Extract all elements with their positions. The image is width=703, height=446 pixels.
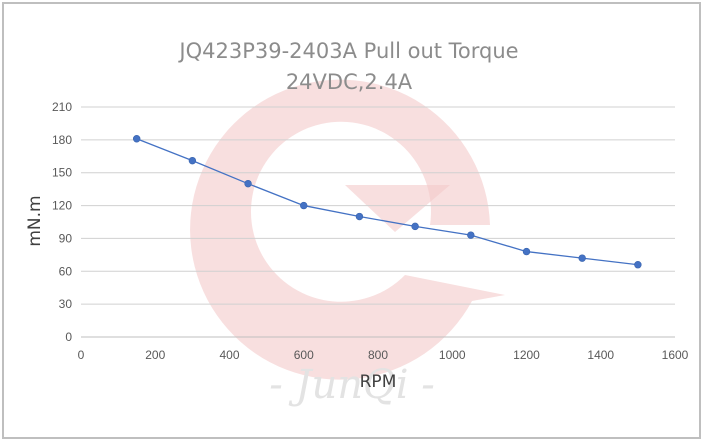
x-tick-label: 0	[78, 348, 85, 362]
x-tick-label: 600	[294, 348, 314, 362]
grid	[81, 106, 675, 338]
y-tick-label: 120	[52, 199, 72, 213]
x-tick-label: 1400	[587, 348, 614, 362]
y-axis-title: mN.m	[25, 195, 45, 246]
x-tick-label: 200	[145, 348, 165, 362]
data-point	[634, 261, 642, 269]
y-tick-label: 90	[59, 231, 73, 245]
y-tick-label: 0	[65, 330, 72, 344]
chart-subtitle: 24VDC,2.4A	[286, 70, 413, 94]
y-tick-label: 30	[59, 297, 73, 311]
y-tick-label: 210	[52, 100, 72, 114]
series-group	[132, 135, 642, 269]
data-point	[355, 212, 364, 221]
y-tick-label: 60	[59, 264, 73, 278]
data-point	[578, 254, 586, 262]
data-point	[522, 247, 531, 256]
data-point	[188, 156, 197, 165]
y-tick-label: 150	[52, 166, 72, 180]
data-point	[244, 179, 252, 188]
data-point	[467, 231, 475, 239]
x-tick-label: 400	[219, 348, 239, 362]
x-tick-label: 1000	[439, 348, 466, 362]
series-line-0	[136, 138, 638, 266]
x-tick-label: 1600	[662, 348, 689, 362]
data-point	[300, 201, 308, 210]
axes: 0 30 60 90 120 150 180 210 0 200 400 600 800 1000 1200…	[52, 100, 689, 362]
y-tick-label: 180	[52, 133, 72, 147]
watermark-triangle	[345, 185, 450, 232]
data-point	[411, 222, 419, 231]
chart-title: JQ423P39-2403A Pull out Torque	[177, 39, 518, 63]
x-tick-label: 1200	[513, 348, 540, 362]
x-axis-title: RPM	[360, 372, 397, 392]
watermark-text: - JunQi -	[269, 362, 435, 408]
data-point	[132, 135, 141, 143]
x-tick-label: 800	[368, 348, 388, 362]
